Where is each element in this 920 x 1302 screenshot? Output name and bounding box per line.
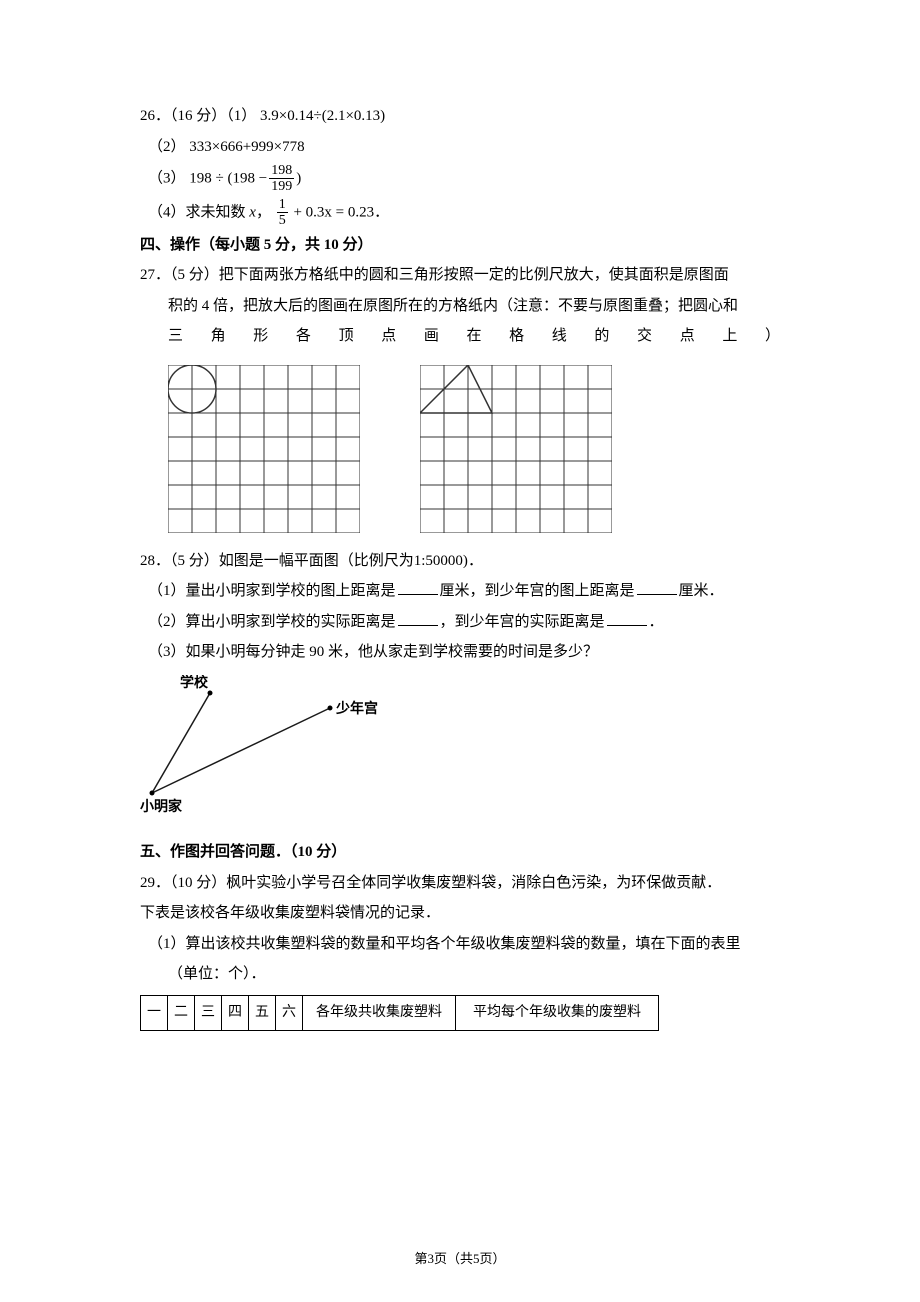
page-footer: 第3页（共5页） bbox=[0, 1247, 920, 1272]
q26-header: 26．（16 分）（1） bbox=[140, 108, 256, 124]
q27-line3: 三角形各顶点画在格线的交点上） bbox=[140, 322, 780, 351]
section4-title: 四、操作（每小题 5 分，共 10 分） bbox=[140, 231, 780, 260]
blank bbox=[637, 579, 677, 595]
q26-line1: 26．（16 分）（1） 3.9×0.14÷(2.1×0.13) bbox=[140, 102, 780, 131]
q26-line2: （2） 333×666+999×778 bbox=[140, 133, 780, 162]
q28-header-line: 28．（5 分）如图是一幅平面图（比例尺为1:50000)． bbox=[140, 547, 780, 576]
th-3: 三 bbox=[195, 995, 222, 1031]
blank bbox=[398, 579, 438, 595]
q28-header: 28．（5 分）如图是一幅平面图（比例尺为 bbox=[140, 553, 414, 569]
q29-table: 一 二 三 四 五 六 各年级共收集废塑料 平均每个年级收集的废塑料 bbox=[140, 995, 659, 1032]
q26-expr3-tail: ) bbox=[296, 170, 301, 186]
th-6: 六 bbox=[276, 995, 303, 1031]
q26-label2: （2） bbox=[148, 139, 186, 155]
q26-expr3-frac: 198199 bbox=[269, 163, 294, 195]
svg-text:少年宫: 少年宫 bbox=[335, 700, 378, 717]
svg-text:小明家: 小明家 bbox=[140, 798, 183, 815]
q28-p1: （1）量出小明家到学校的图上距离是厘米，到少年宫的图上距离是厘米． bbox=[140, 577, 780, 606]
q27-line1: 27．（5 分）把下面两张方格纸中的圆和三角形按照一定的比例尺放大，使其面积是原… bbox=[140, 261, 780, 290]
q29-line2: 下表是该校各年级收集废塑料袋情况的记录． bbox=[140, 899, 780, 928]
q26-expr2: 333×666+999×778 bbox=[189, 139, 304, 155]
section5-title: 五、作图并回答问题．（10 分） bbox=[140, 838, 780, 867]
th-avg: 平均每个年级收集的废塑料 bbox=[456, 995, 659, 1031]
q26-expr1: 3.9×0.14÷(2.1×0.13) bbox=[260, 108, 385, 124]
q28-scale: 1:50000) bbox=[414, 553, 468, 569]
q29-line1: 29．（10 分）枫叶实验小学号召全体同学收集废塑料袋，消除白色污染，为环保做贡… bbox=[140, 869, 780, 898]
th-5: 五 bbox=[249, 995, 276, 1031]
q26-expr4-frac: 15 bbox=[277, 197, 288, 229]
q26-var: x bbox=[249, 204, 256, 220]
q28-map: 学校少年宫小明家 bbox=[140, 675, 400, 820]
q27-grids bbox=[168, 365, 780, 533]
th-total: 各年级共收集废塑料 bbox=[303, 995, 456, 1031]
q26-line4: （4）求未知数 x， 15 + 0.3x = 0.23． bbox=[140, 197, 780, 229]
page: 26．（16 分）（1） 3.9×0.14÷(2.1×0.13) （2） 333… bbox=[0, 0, 920, 1302]
th-2: 二 bbox=[168, 995, 195, 1031]
q29-unit: （单位：个）． bbox=[140, 960, 780, 989]
q29-p1: （1）算出该校共收集塑料袋的数量和平均各个年级收集废塑料袋的数量，填在下面的表里 bbox=[140, 930, 780, 959]
q27-grid-triangle bbox=[420, 365, 612, 533]
table-row: 一 二 三 四 五 六 各年级共收集废塑料 平均每个年级收集的废塑料 bbox=[141, 995, 659, 1031]
q26-line3: （3） 198 ÷ (198 −198199) bbox=[140, 163, 780, 195]
q28-p2: （2）算出小明家到学校的实际距离是，到少年宫的实际距离是． bbox=[140, 608, 780, 637]
q27-grid-circle bbox=[168, 365, 360, 533]
q26-label4: （4）求未知数 bbox=[148, 204, 246, 220]
th-1: 一 bbox=[141, 995, 168, 1031]
q26-label3: （3） bbox=[148, 170, 186, 186]
th-4: 四 bbox=[222, 995, 249, 1031]
blank bbox=[398, 610, 438, 626]
blank bbox=[607, 610, 647, 626]
q26-expr4-tail: + 0.3x = 0.23 bbox=[293, 204, 374, 220]
q28-p3: （3）如果小明每分钟走 90 米，他从家走到学校需要的时间是多少？ bbox=[140, 638, 780, 667]
q27-line2: 积的 4 倍，把放大后的图画在原图所在的方格纸内（注意：不要与原图重叠；把圆心和 bbox=[140, 292, 780, 321]
svg-text:学校: 学校 bbox=[180, 675, 209, 691]
q26-expr3-lead: 198 ÷ (198 − bbox=[189, 170, 267, 186]
